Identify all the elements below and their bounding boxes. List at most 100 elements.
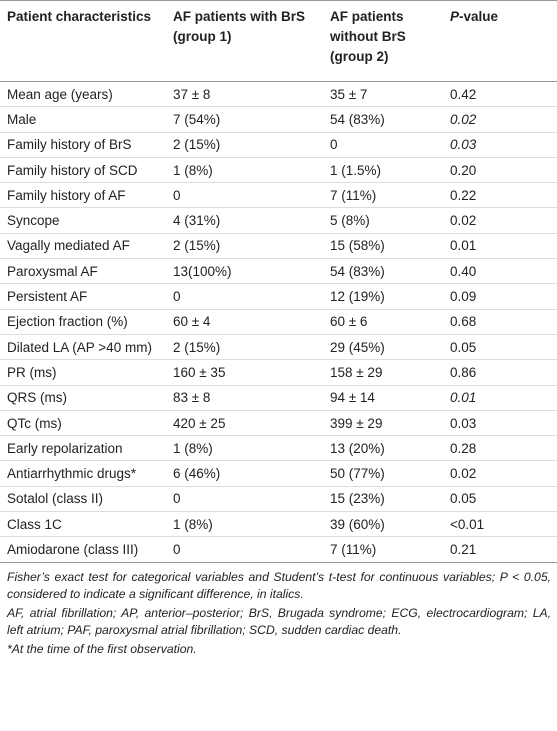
header-text: -value	[459, 9, 499, 24]
cell: 0	[166, 536, 323, 563]
characteristics-table: Patient characteristics AF patients with …	[0, 0, 557, 563]
cell: 2 (15%)	[166, 233, 323, 260]
cell: 1 (8%)	[166, 511, 323, 538]
cell: 0.42	[443, 81, 557, 108]
cell: 0.02	[443, 106, 557, 133]
cell: 7 (11%)	[323, 182, 443, 209]
table-row: Family history of SCD 1 (8%) 1 (1.5%) 0.20	[0, 157, 557, 184]
table-row: Early repolarization 1 (8%) 13 (20%) 0.28	[0, 435, 557, 462]
header-cell: AF patients without BrS (group 2)	[323, 0, 443, 82]
cell: 7 (11%)	[323, 536, 443, 563]
cell: 83 ± 8	[166, 385, 323, 411]
cell: 60 ± 6	[323, 309, 443, 335]
cell: 0	[166, 283, 323, 310]
footnote: AF, atrial fibrillation; AP, anterior–po…	[7, 605, 551, 638]
cell: 0.86	[443, 359, 557, 386]
table-row: Mean age (years) 37 ± 8 35 ± 7 0.42	[0, 81, 557, 108]
row-label: Family history of AF	[0, 182, 166, 209]
cell: 0.22	[443, 182, 557, 209]
table-row: Dilated LA (AP >40 mm) 2 (15%) 29 (45%) 0.0…	[0, 334, 557, 361]
cell: 2 (15%)	[166, 334, 323, 361]
row-label: Dilated LA (AP >40 mm)	[0, 334, 166, 361]
row-label: QTc (ms)	[0, 410, 166, 437]
header-italic: P	[450, 9, 460, 24]
cell: 0.05	[443, 334, 557, 361]
cell: 7 (54%)	[166, 106, 323, 133]
cell: 12 (19%)	[323, 283, 443, 310]
row-label: Early repolarization	[0, 435, 166, 462]
table-row: QTc (ms) 420 ± 25 399 ± 29 0.03	[0, 410, 557, 437]
table-body: Mean age (years) 37 ± 8 35 ± 7 0.42 Male 7 (5…	[0, 81, 557, 563]
cell: 0.03	[443, 132, 557, 158]
row-label: Antiarrhythmic drugs*	[0, 460, 166, 487]
row-label: Vagally mediated AF	[0, 233, 166, 260]
cell: 54 (83%)	[323, 106, 443, 133]
cell: 1 (8%)	[166, 435, 323, 462]
row-label: QRS (ms)	[0, 385, 166, 411]
cell: 160 ± 35	[166, 359, 323, 386]
header-cell: Patient characteristics	[0, 0, 166, 82]
cell: 399 ± 29	[323, 410, 443, 437]
cell: 15 (23%)	[323, 486, 443, 513]
row-label: Syncope	[0, 207, 166, 234]
cell: 2 (15%)	[166, 132, 323, 158]
cell: 158 ± 29	[323, 359, 443, 386]
cell: 0.28	[443, 435, 557, 462]
row-label: Family history of BrS	[0, 132, 166, 158]
cell: 0.02	[443, 207, 557, 234]
header-cell: P-value	[443, 0, 557, 82]
cell: 5 (8%)	[323, 207, 443, 234]
cell: 50 (77%)	[323, 460, 443, 487]
cell: 0	[323, 132, 443, 158]
row-label: Persistent AF	[0, 283, 166, 310]
footnotes: Fisher’s exact test for categorical vari…	[0, 563, 557, 659]
header-row: Patient characteristics AF patients with …	[0, 0, 557, 82]
cell: 0.40	[443, 258, 557, 285]
table-row: Family history of BrS 2 (15%) 0 0.03	[0, 132, 557, 158]
cell: 0	[166, 486, 323, 513]
table-row: Antiarrhythmic drugs* 6 (46%) 50 (77%) 0.02	[0, 460, 557, 487]
row-label: Paroxysmal AF	[0, 258, 166, 285]
cell: 1 (1.5%)	[323, 157, 443, 184]
table-row: Ejection fraction (%) 60 ± 4 60 ± 6 0.68	[0, 309, 557, 335]
row-label: Ejection fraction (%)	[0, 309, 166, 335]
row-label: Class 1C	[0, 511, 166, 538]
cell: 0.05	[443, 486, 557, 513]
row-label: Sotalol (class II)	[0, 486, 166, 513]
cell: 6 (46%)	[166, 460, 323, 487]
cell: 0.21	[443, 536, 557, 563]
cell: 420 ± 25	[166, 410, 323, 437]
cell: 39 (60%)	[323, 511, 443, 538]
table-row: Class 1C 1 (8%) 39 (60%) <0.01	[0, 511, 557, 538]
row-label: Amiodarone (class III)	[0, 536, 166, 563]
table-row: Family history of AF 0 7 (11%) 0.22	[0, 182, 557, 209]
footnote: Fisher’s exact test for categorical vari…	[7, 569, 551, 602]
table-row: Vagally mediated AF 2 (15%) 15 (58%) 0.01	[0, 233, 557, 260]
row-label: Family history of SCD	[0, 157, 166, 184]
table-row: Male 7 (54%) 54 (83%) 0.02	[0, 106, 557, 133]
row-label: PR (ms)	[0, 359, 166, 386]
cell: 4 (31%)	[166, 207, 323, 234]
table-row: PR (ms) 160 ± 35 158 ± 29 0.86	[0, 359, 557, 386]
cell: 0.02	[443, 460, 557, 487]
table-row: Paroxysmal AF 13(100%) 54 (83%) 0.40	[0, 258, 557, 285]
cell: 0.03	[443, 410, 557, 437]
cell: 94 ± 14	[323, 385, 443, 411]
cell: 0.01	[443, 385, 557, 411]
cell: 37 ± 8	[166, 81, 323, 108]
cell: 60 ± 4	[166, 309, 323, 335]
row-label: Male	[0, 106, 166, 133]
row-label: Mean age (years)	[0, 81, 166, 108]
cell: <0.01	[443, 511, 557, 538]
cell: 0.20	[443, 157, 557, 184]
header-cell: AF patients with BrS (group 1)	[166, 0, 323, 82]
cell: 29 (45%)	[323, 334, 443, 361]
cell: 15 (58%)	[323, 233, 443, 260]
cell: 13(100%)	[166, 258, 323, 285]
cell: 13 (20%)	[323, 435, 443, 462]
table-row: QRS (ms) 83 ± 8 94 ± 14 0.01	[0, 385, 557, 411]
table-row: Syncope 4 (31%) 5 (8%) 0.02	[0, 207, 557, 234]
table-row: Sotalol (class II) 0 15 (23%) 0.05	[0, 486, 557, 513]
table-row: Amiodarone (class III) 0 7 (11%) 0.21	[0, 536, 557, 563]
table-row: Persistent AF 0 12 (19%) 0.09	[0, 283, 557, 310]
